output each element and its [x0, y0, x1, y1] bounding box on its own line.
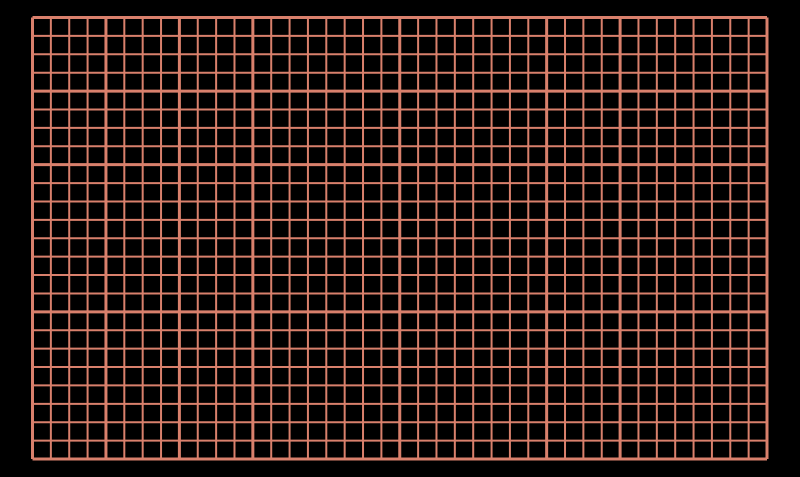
grid-pattern — [31, 16, 769, 461]
